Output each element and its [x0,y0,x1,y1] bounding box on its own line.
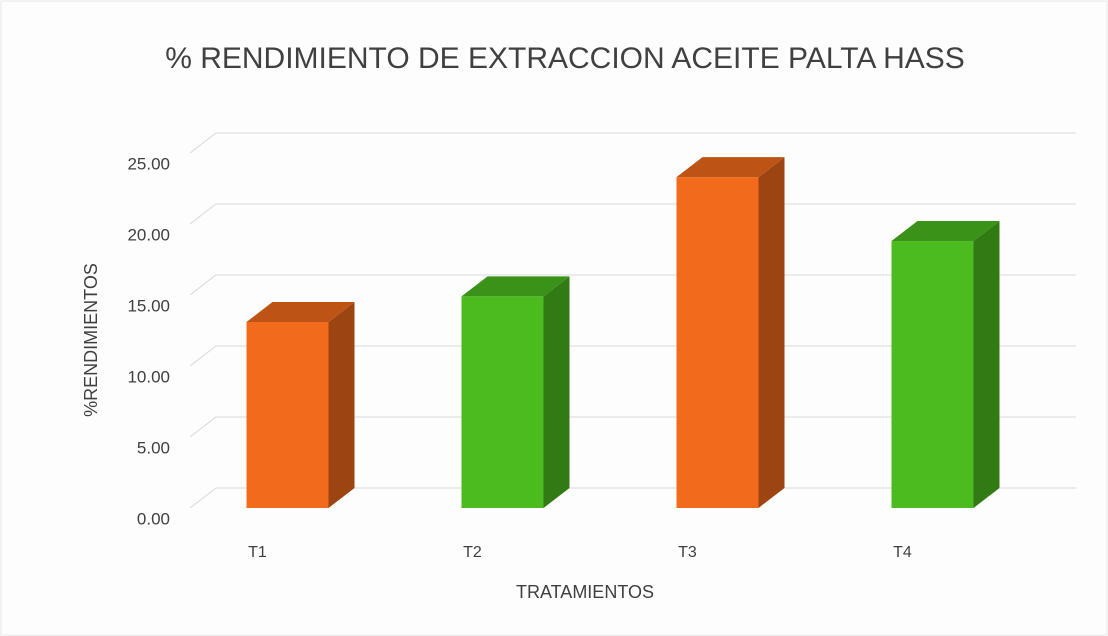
grid-line [189,345,1076,367]
x-tick-label: T1 [248,544,267,561]
grid-line [189,416,1076,438]
x-tick-label: T4 [893,544,912,561]
x-tick-label: T3 [678,544,697,561]
bar-top [891,221,1000,242]
grid-line [189,132,1076,154]
x-tick-label: T2 [463,544,482,561]
y-tick-label: 15.00 [127,296,170,315]
chart-title: % RENDIMIENTO DE EXTRACCION ACEITE PALTA… [165,42,965,75]
y-axis-label: %RENDIMIENTOS [81,263,101,417]
bar-side [758,157,785,508]
bar [891,241,974,509]
bar-top [461,276,570,297]
y-tick-label: 5.00 [137,438,170,457]
grid-line [189,203,1076,225]
grid-line [189,274,1076,296]
x-axis-label: TRATAMIENTOS [516,582,654,602]
bar-side [328,301,355,508]
bar-top [676,157,785,178]
y-tick-label: 10.00 [127,367,170,386]
bar [461,296,544,508]
bar-side [543,276,570,508]
y-tick-label: 0.00 [137,509,170,528]
grid-line [189,487,1076,509]
bar-top [246,301,355,322]
y-tick-label: 25.00 [127,154,170,173]
bar [246,321,329,508]
bar-side [973,221,1000,509]
y-tick-label: 20.00 [127,225,170,244]
bar [676,177,759,508]
